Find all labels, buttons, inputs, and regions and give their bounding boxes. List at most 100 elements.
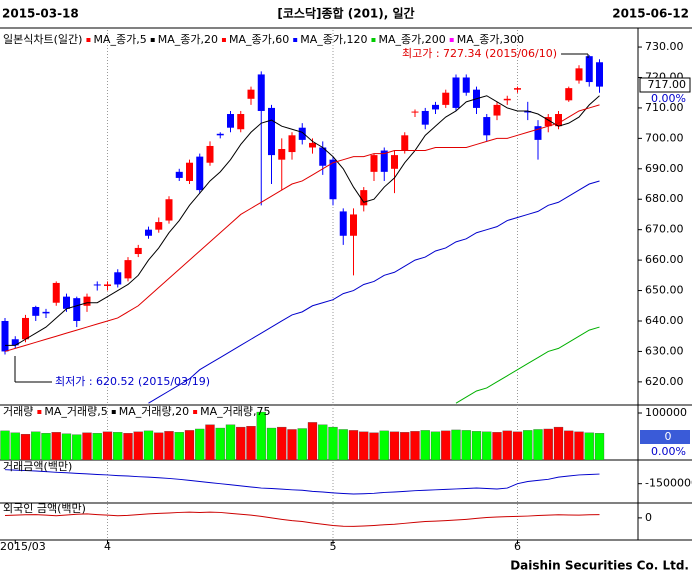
bar — [195, 428, 205, 460]
candle-body — [1, 320, 9, 352]
line — [148, 180, 600, 404]
bar — [277, 426, 287, 460]
bar — [338, 429, 348, 460]
bar — [420, 430, 430, 460]
candle-body — [175, 171, 183, 178]
candle-body — [555, 114, 562, 127]
candle-body — [411, 111, 419, 113]
candle-body — [575, 68, 583, 81]
candle-body — [421, 110, 429, 125]
bar — [328, 426, 338, 460]
candle-body — [493, 104, 501, 116]
candle-body — [329, 159, 337, 200]
bar — [410, 431, 420, 460]
candle-body — [63, 296, 70, 309]
candle-body — [350, 214, 357, 236]
bar — [502, 430, 512, 460]
legend-label: MA_종가,60 — [229, 33, 289, 46]
bar — [564, 430, 574, 460]
legend-swatch — [37, 410, 42, 414]
bar — [348, 430, 359, 460]
candle-body — [186, 162, 193, 181]
bar — [430, 431, 441, 460]
bar — [143, 430, 154, 460]
candles — [1, 55, 603, 404]
price-box — [639, 77, 691, 93]
candle-body — [134, 247, 142, 255]
candle-body — [514, 88, 521, 90]
y-tick-label: 690.00 — [645, 162, 684, 175]
candle-body — [442, 92, 450, 105]
bar — [318, 424, 328, 460]
legend-label: MA_종가,20 — [158, 33, 218, 46]
candle-body — [22, 317, 29, 340]
candle-body — [237, 114, 245, 130]
candle-body — [380, 150, 388, 172]
change-value: 0.00% — [651, 92, 686, 105]
y-tick-label: 640.00 — [645, 314, 684, 327]
candle-body — [145, 229, 152, 236]
candle-body — [309, 142, 316, 148]
candle-body — [165, 199, 173, 221]
legend-swatch — [150, 38, 155, 42]
header-title: [코스닥]종합 (201), 일간 — [277, 6, 414, 21]
legend-label: MA_종가,5 — [93, 33, 146, 46]
panel-title: 외국인 금액(백만) — [3, 502, 86, 515]
bar — [543, 428, 553, 460]
bar — [10, 432, 20, 460]
bar — [584, 432, 594, 460]
bar — [471, 431, 482, 460]
candle-body — [227, 114, 234, 128]
candle-body — [544, 117, 552, 127]
bar — [72, 434, 82, 460]
bar — [389, 431, 400, 460]
bar — [359, 431, 369, 460]
bar — [133, 431, 143, 460]
candle-body — [257, 74, 265, 111]
panel-title: 일본식차트(일간) — [3, 32, 82, 46]
legend-label: MA_종가,300 — [457, 33, 524, 46]
candle-body — [196, 156, 204, 191]
candle-body — [124, 260, 132, 279]
bar — [184, 430, 195, 460]
y-tick-label: 680.00 — [645, 192, 684, 205]
candle-body — [206, 145, 214, 163]
bar — [266, 427, 277, 460]
candle-body — [114, 272, 122, 285]
bar — [400, 432, 410, 460]
change-value: 0.00% — [651, 445, 686, 458]
bar — [225, 424, 236, 460]
bar — [256, 411, 266, 460]
y-tick-label: 620.00 — [645, 375, 684, 388]
candle-body — [32, 306, 40, 316]
bar — [0, 430, 10, 460]
legend-label: MA_거래량,75 — [200, 405, 270, 418]
candle-body — [298, 127, 306, 140]
footer: Daishin Securities Co. Ltd. — [510, 559, 689, 573]
last-price: 717.00 — [648, 78, 687, 91]
legend-swatch — [293, 38, 298, 42]
bar — [523, 430, 533, 460]
x-tick-label: 4 — [104, 540, 111, 553]
bar — [533, 429, 543, 460]
candle-body — [52, 282, 60, 303]
candle-body — [596, 62, 603, 87]
x-tick-label: 2015/03 — [0, 540, 46, 553]
candle-body — [83, 296, 91, 306]
bar — [20, 433, 31, 460]
candle-body — [483, 117, 491, 136]
y-tick-label: 630.00 — [645, 344, 684, 357]
candle-body — [585, 56, 593, 83]
bar — [451, 429, 461, 460]
y-tick-label: 650.00 — [645, 284, 684, 297]
legend-swatch — [86, 38, 91, 42]
bar — [31, 431, 41, 460]
bar — [574, 431, 584, 460]
end-date: 2015-06-12 — [612, 7, 689, 21]
bar — [492, 432, 502, 460]
candle-body — [401, 135, 409, 151]
panel-title: 거래금액(백만) — [3, 460, 72, 473]
candle-body — [288, 135, 296, 153]
legend-label: MA_거래량,20 — [119, 405, 189, 418]
